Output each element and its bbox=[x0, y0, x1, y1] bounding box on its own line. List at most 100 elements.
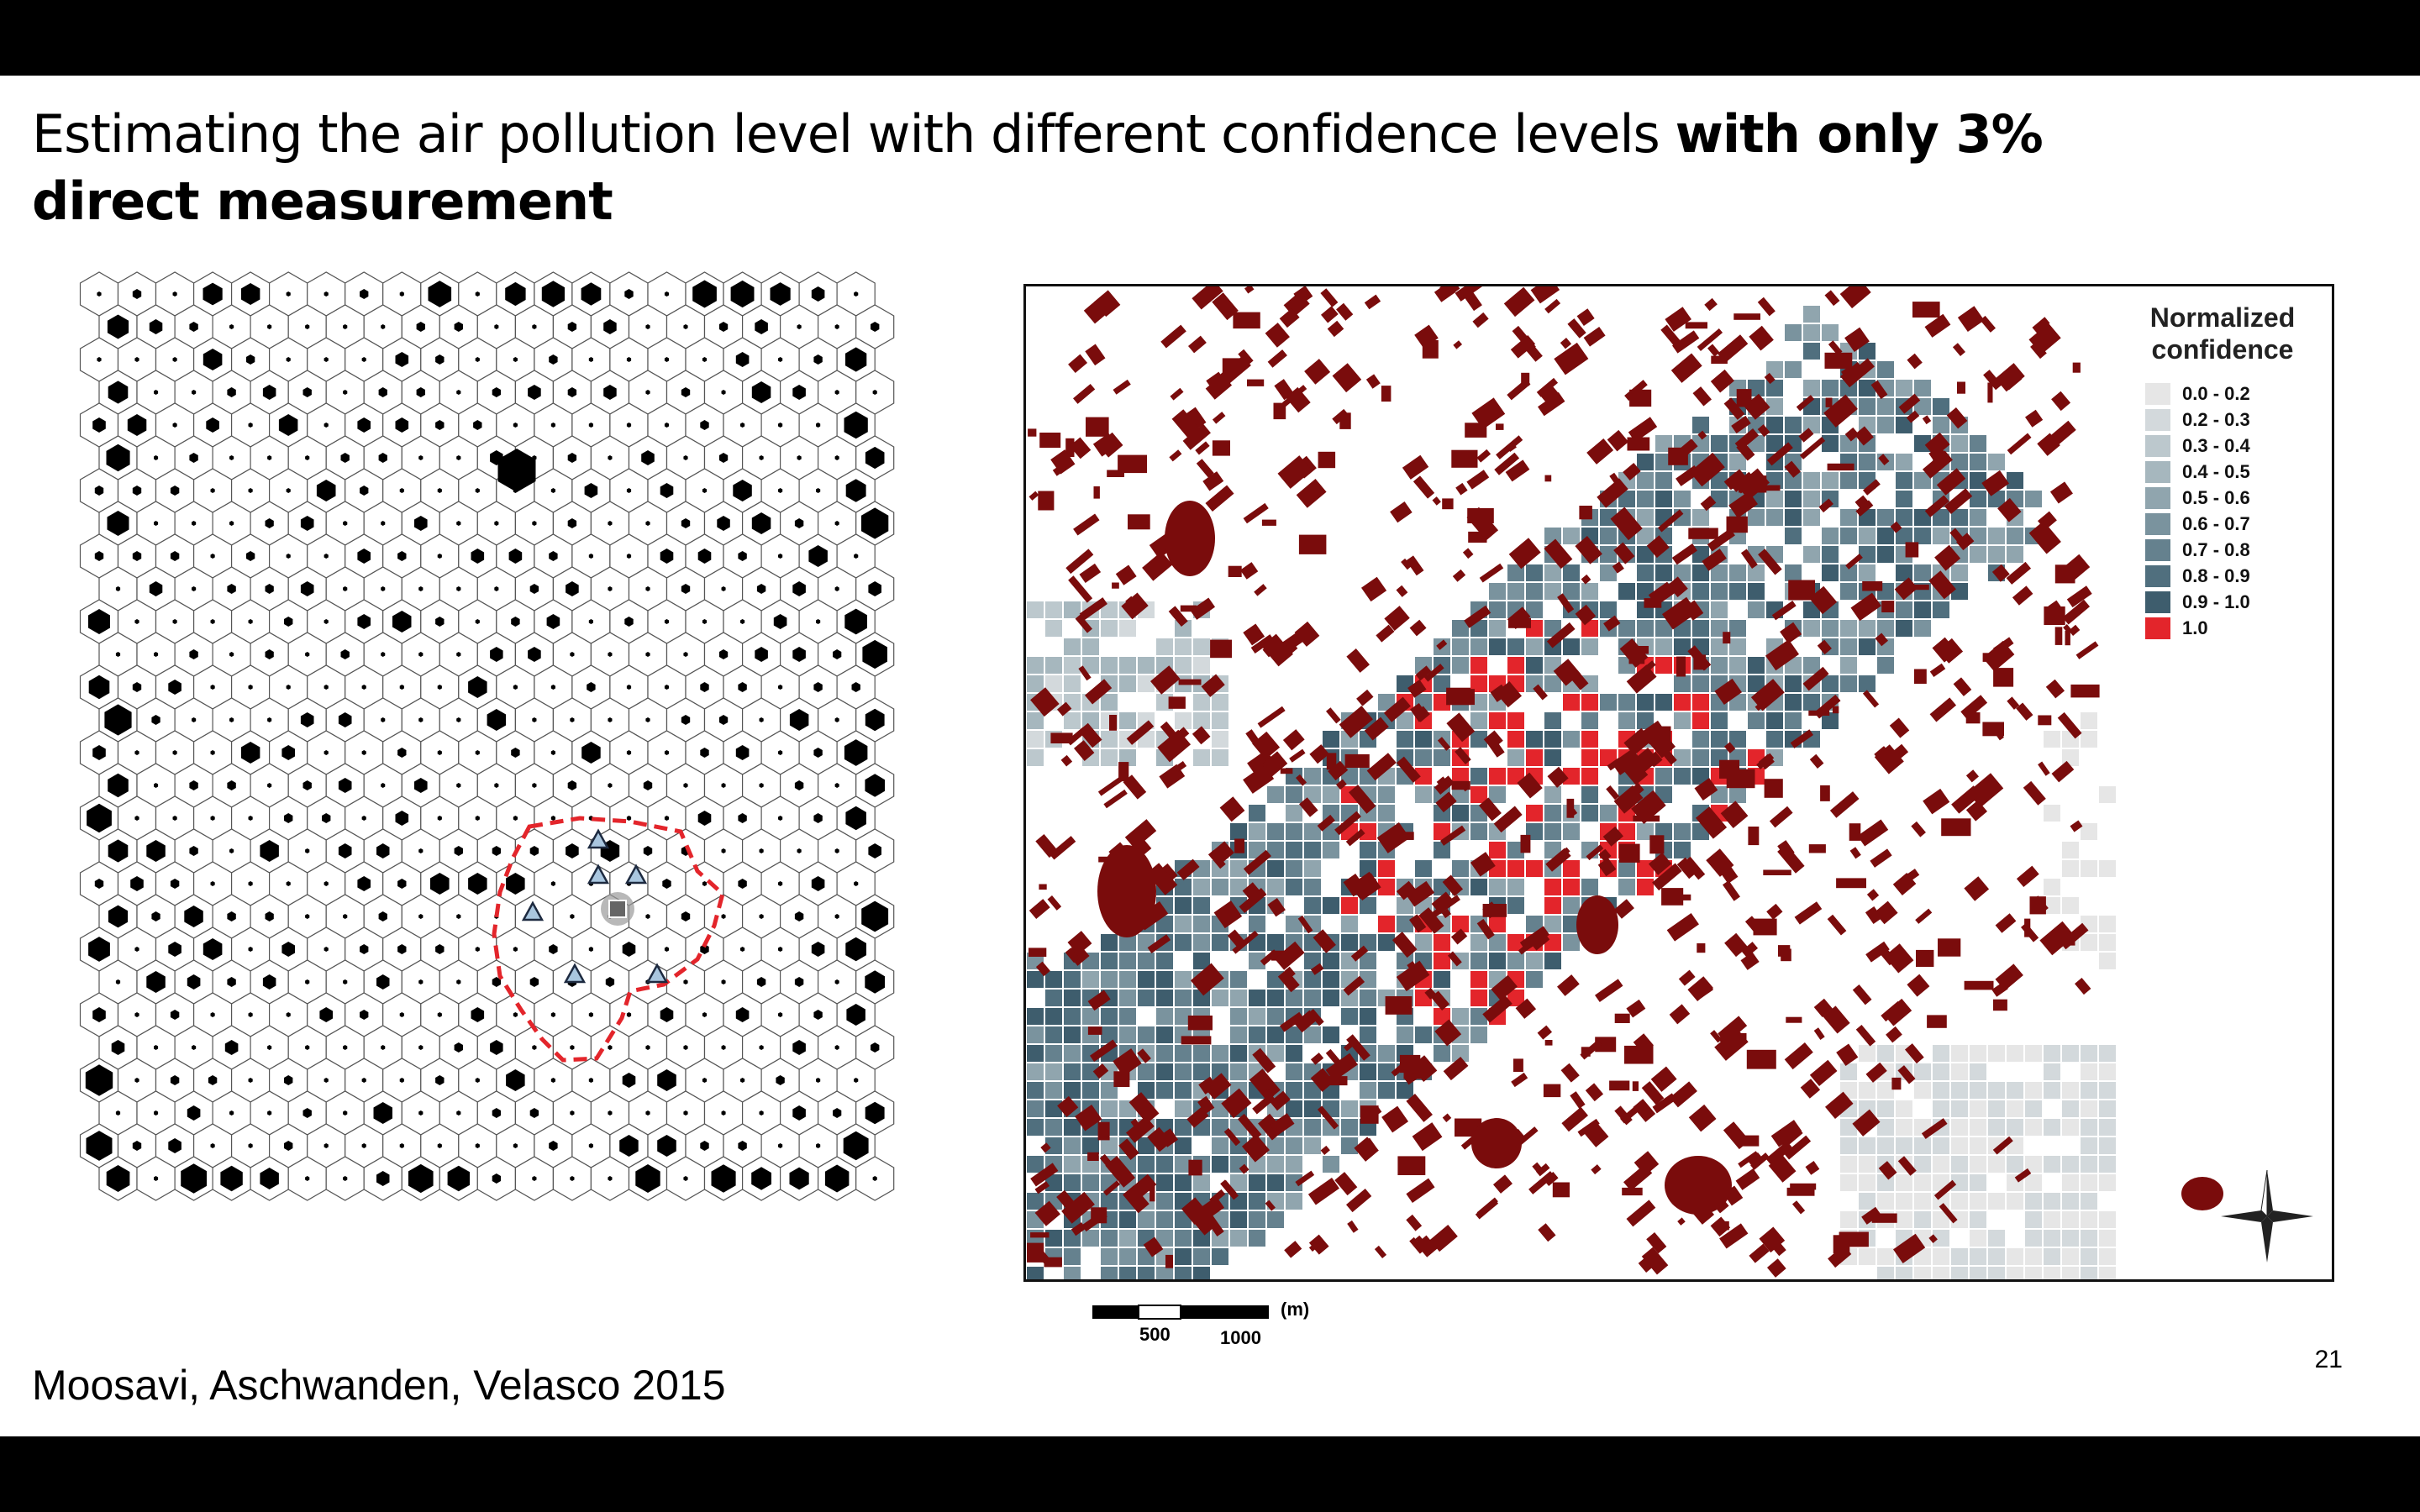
building bbox=[1561, 1106, 1589, 1132]
building bbox=[1667, 576, 1688, 598]
confidence-cell bbox=[2025, 1211, 2042, 1228]
building bbox=[1233, 312, 1260, 329]
building bbox=[1924, 432, 1950, 458]
confidence-cell bbox=[1064, 1156, 1081, 1173]
hex-marker bbox=[702, 488, 708, 493]
hex-marker bbox=[740, 619, 745, 624]
hex-marker bbox=[588, 357, 593, 362]
hex-marker bbox=[861, 900, 889, 932]
hex-marker bbox=[224, 1040, 239, 1055]
confidence-cell bbox=[1249, 805, 1265, 822]
building bbox=[1289, 748, 1306, 763]
building bbox=[1560, 338, 1572, 349]
building bbox=[1432, 895, 1460, 917]
building bbox=[1890, 521, 1902, 533]
hex-marker bbox=[834, 1045, 839, 1050]
confidence-cell bbox=[1877, 1267, 1894, 1279]
confidence-cell bbox=[1175, 916, 1192, 932]
hex-marker bbox=[700, 944, 709, 954]
hex-marker bbox=[645, 586, 650, 591]
building bbox=[1320, 288, 1339, 307]
confidence-cell bbox=[1544, 712, 1561, 729]
building bbox=[1396, 585, 1408, 597]
confidence-cell bbox=[1138, 1137, 1155, 1154]
hex-marker bbox=[286, 685, 291, 690]
confidence-cell bbox=[2099, 953, 2116, 969]
building bbox=[1496, 423, 1504, 430]
confidence-cell bbox=[1970, 1267, 1986, 1279]
confidence-cell bbox=[2025, 1156, 2042, 1173]
building bbox=[1750, 679, 1785, 711]
building bbox=[1121, 592, 1149, 620]
confidence-cell bbox=[1951, 1082, 1968, 1099]
hex-marker bbox=[284, 617, 293, 627]
hex-marker bbox=[792, 581, 806, 596]
hex-marker bbox=[360, 944, 369, 954]
building bbox=[1323, 1076, 1348, 1086]
hex-marker bbox=[487, 709, 507, 731]
building bbox=[1406, 1093, 1433, 1122]
building bbox=[1170, 387, 1184, 401]
hex-marker bbox=[286, 488, 291, 493]
building bbox=[1581, 574, 1591, 585]
hex-marker bbox=[456, 979, 461, 984]
confidence-cell bbox=[1230, 860, 1247, 877]
hex-marker bbox=[813, 813, 823, 823]
confidence-cell bbox=[1138, 1211, 1155, 1228]
hex-marker bbox=[645, 1110, 650, 1116]
hex-marker bbox=[324, 357, 329, 362]
confidence-cell bbox=[1082, 971, 1099, 988]
confidence-cell bbox=[1027, 731, 1044, 748]
hex-marker bbox=[134, 1012, 139, 1017]
hex-marker bbox=[718, 453, 729, 463]
building bbox=[1364, 294, 1381, 310]
hex-marker bbox=[340, 649, 350, 659]
hex-marker bbox=[305, 324, 310, 329]
hex-marker bbox=[513, 357, 518, 362]
confidence-cell bbox=[1138, 971, 1155, 988]
building bbox=[1546, 622, 1576, 648]
building bbox=[1997, 497, 2022, 522]
hex-marker bbox=[305, 1176, 310, 1181]
confidence-cell bbox=[1951, 1137, 1968, 1154]
confidence-cell bbox=[1711, 712, 1728, 729]
confidence-cell bbox=[1267, 823, 1284, 840]
hex-marker bbox=[324, 619, 329, 624]
building bbox=[1308, 1009, 1324, 1026]
building bbox=[1704, 297, 1718, 312]
building bbox=[1987, 382, 1993, 403]
confidence-cell bbox=[1803, 546, 1820, 563]
confidence-cell bbox=[1526, 564, 1543, 581]
confidence-cell bbox=[1951, 1100, 1968, 1117]
confidence-cell bbox=[1914, 380, 1931, 396]
confidence-cell bbox=[1193, 712, 1210, 729]
hex-marker bbox=[513, 423, 518, 428]
legend-item: 0.2 - 0.3 bbox=[2139, 407, 2307, 433]
confidence-cell bbox=[1563, 916, 1580, 932]
hex-marker bbox=[645, 324, 650, 329]
confidence-cell bbox=[1027, 1008, 1044, 1025]
confidence-cell bbox=[1045, 1230, 1062, 1247]
building bbox=[1168, 606, 1188, 627]
building bbox=[2051, 391, 2071, 412]
confidence-cell bbox=[1323, 953, 1339, 969]
building bbox=[1228, 565, 1242, 577]
confidence-cell bbox=[2081, 1248, 2097, 1265]
sensor-triangle-icon bbox=[624, 864, 648, 885]
hex-marker bbox=[778, 1012, 783, 1017]
hex-marker bbox=[381, 652, 386, 657]
confidence-cell bbox=[1637, 454, 1654, 470]
hex-marker bbox=[794, 911, 804, 921]
confidence-cell bbox=[1563, 731, 1580, 748]
confidence-cell bbox=[1045, 1137, 1062, 1154]
building bbox=[1828, 340, 1843, 356]
confidence-cell bbox=[1933, 1248, 1949, 1265]
hex-marker bbox=[361, 357, 366, 362]
hex-marker bbox=[324, 685, 329, 690]
building bbox=[1628, 417, 1658, 443]
building bbox=[1646, 535, 1670, 559]
hex-marker bbox=[566, 581, 579, 596]
confidence-cell bbox=[1101, 971, 1118, 988]
building bbox=[1423, 664, 1444, 682]
confidence-cell bbox=[1323, 897, 1339, 914]
